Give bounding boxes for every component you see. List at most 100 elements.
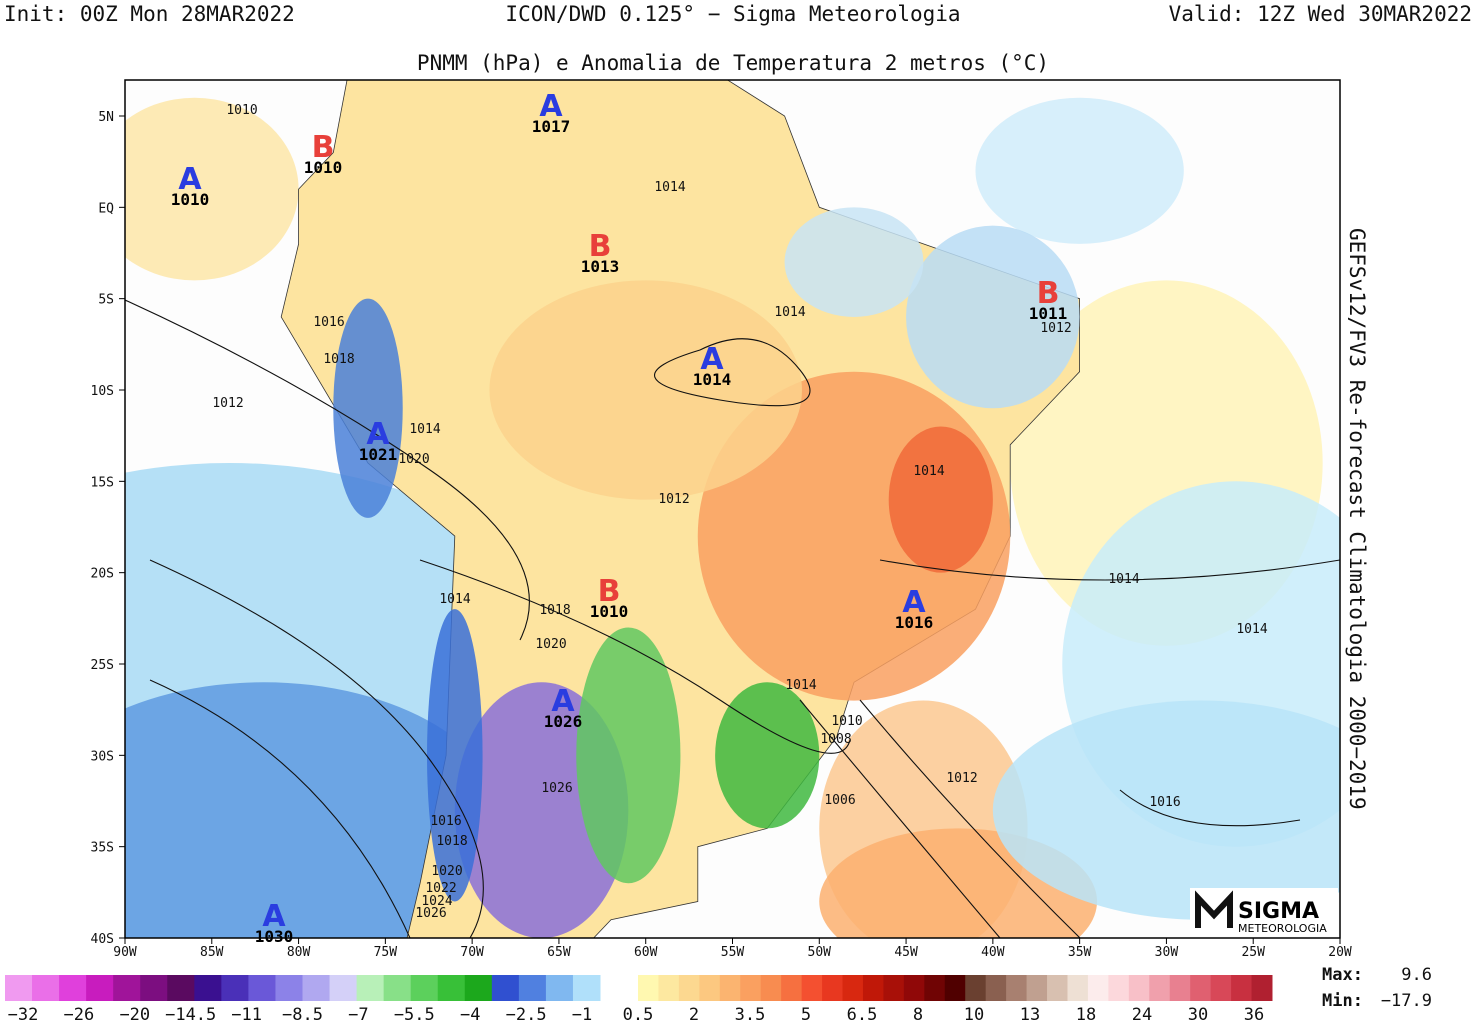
lat-tick-label: EQ [98,201,114,216]
colorbar-cell [545,975,574,1001]
colorbar-label: 18 [1076,1005,1096,1022]
isobar-label: 1016 [313,315,344,330]
colorbar-cell [194,975,222,1001]
colorbar-cell [113,975,141,1001]
colorbar-cell [883,975,905,1001]
lat-tick-label: 5N [98,110,114,125]
logo-sub: METEOROLOGIA [1238,922,1327,935]
colorbar-label: 24 [1132,1005,1152,1022]
colorbar-cell [1108,975,1130,1001]
pressure-center-letter: A [539,89,563,124]
colorbar-cell [801,975,823,1001]
anomaly-patch [125,97,299,281]
lat-tick-label: 35S [91,841,114,856]
pressure-center-letter: A [551,684,575,719]
pressure-center-letter: A [178,162,202,197]
lat-tick-label: 25S [91,658,114,673]
isobar [879,559,1340,581]
pressure-center-letter: A [366,417,390,452]
colorbar-label: −32 [8,1005,39,1022]
isobar-label: 1020 [431,864,462,879]
colorbar-label: 0.5 [623,1005,654,1022]
isobar-label: 1014 [654,180,685,195]
colorbar-cell [740,975,762,1001]
colorbar-label: 5 [801,1005,811,1022]
colorbar-cell [275,975,303,1001]
colorbar-cell [965,975,987,1001]
colorbar-cell [822,975,844,1001]
colorbar-cell [1169,975,1191,1001]
anomaly-patch [125,682,507,938]
pressure-center-value: 1021 [359,445,398,464]
colorbar-cell [1210,975,1232,1001]
colorbar-label: −5.5 [394,1005,435,1022]
colorbar-cell [842,975,864,1001]
colorbar-cell [903,975,925,1001]
colorbar-cell [1087,975,1109,1001]
anomaly-patch [427,609,483,902]
colorbar-label: −20 [119,1005,150,1022]
colorbar-cell [924,975,946,1001]
colorbar-cell [1149,975,1171,1001]
colorbar-cell [1231,975,1253,1001]
isobar-label: 1022 [425,881,456,896]
lon-tick-label: 50W [808,945,832,960]
anomaly-patch [906,225,1080,409]
lon-tick-label: 85W [200,945,224,960]
isobar-label: 1026 [541,781,572,796]
lon-tick-label: 60W [634,945,658,960]
isobar-label: 1012 [212,396,243,411]
colorbar-cell [1026,975,1048,1001]
map-title: PNMM (hPa) e Anomalia de Temperatura 2 m… [417,51,1049,75]
colorbar-label: 6.5 [847,1005,878,1022]
colorbar-cell [944,975,966,1001]
lat-tick-label: 40S [91,932,114,947]
pressure-center-value: 1010 [304,158,343,177]
isobar-label: 1014 [913,464,944,479]
anomaly-patch [489,280,802,500]
pressure-center-letter: B [589,229,612,264]
colorbar-label: −1 [572,1005,592,1022]
colorbar-label: 2 [689,1005,699,1022]
colorbar-cell [1067,975,1089,1001]
colorbar-cell [5,975,33,1001]
isobar-label: 1018 [436,834,467,849]
model-label: ICON/DWD 0.125° − Sigma Meteorologia [505,2,960,26]
anomaly-patch [975,97,1184,244]
colorbar-label: −26 [64,1005,95,1022]
isobar-label: 1026 [415,906,446,921]
max-label: Max: [1322,965,1363,985]
lon-tick-label: 90W [113,945,137,960]
isobar [149,559,484,938]
pressure-center-value: 1026 [544,712,583,731]
colorbar-label: −8.5 [282,1005,323,1022]
pressure-center-value: 1013 [581,257,620,276]
colorbar-cell [658,975,680,1001]
colorbar-label: 10 [964,1005,984,1022]
colorbar-cell [383,975,412,1001]
lon-tick-label: 55W [721,945,745,960]
colorbar-cell [781,975,803,1001]
isobar [654,338,811,407]
colorbar-cell [638,975,659,1001]
isobar-label: 1020 [535,637,566,652]
lon-tick-label: 45W [894,945,918,960]
colorbar-label: −14.5 [165,1005,216,1022]
pressure-center-letter: A [262,899,286,934]
lon-tick-label: 30W [1155,945,1179,960]
pressure-center-letter: A [700,342,724,377]
lat-tick-label: 15S [91,475,114,490]
pressure-center-letter: A [902,585,926,620]
isobar [799,699,1001,938]
colorbar-cell [356,975,385,1001]
colorbar-label: −7 [348,1005,368,1022]
isobar-label: 1016 [430,814,461,829]
min-value: −17.9 [1381,991,1432,1011]
pressure-center-value: 1030 [255,927,294,946]
isobar-label: 1012 [1040,321,1071,336]
colorbar-label: −2.5 [506,1005,547,1022]
colorbar-cell [1047,975,1068,1001]
colorbar-cell [985,975,1007,1001]
colorbar-cell [1251,975,1273,1001]
